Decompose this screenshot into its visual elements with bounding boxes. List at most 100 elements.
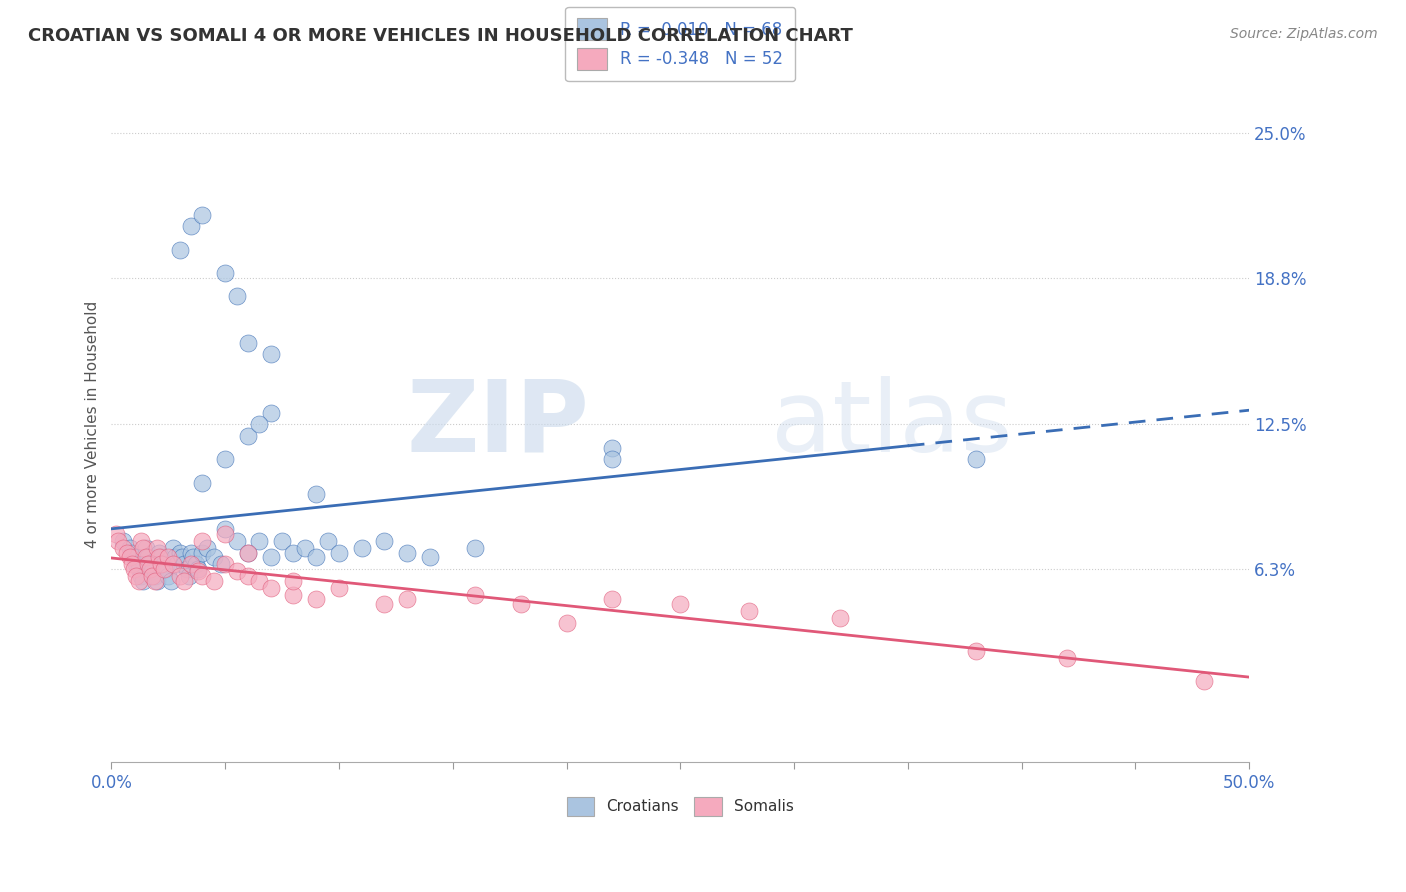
Point xyxy=(173,558,195,572)
Point xyxy=(350,541,373,555)
Point xyxy=(169,569,191,583)
Point xyxy=(191,569,214,583)
Point xyxy=(214,522,236,536)
Point xyxy=(129,533,152,548)
Point xyxy=(209,558,232,572)
Point xyxy=(122,562,145,576)
Point xyxy=(600,441,623,455)
Point xyxy=(260,406,283,420)
Point xyxy=(177,569,200,583)
Point xyxy=(118,550,141,565)
Point xyxy=(271,533,294,548)
Point xyxy=(236,546,259,560)
Point xyxy=(283,546,305,560)
Point xyxy=(117,546,139,560)
Point xyxy=(316,533,339,548)
Point xyxy=(128,562,150,576)
Point xyxy=(737,604,759,618)
Point xyxy=(162,541,184,555)
Point xyxy=(419,550,441,565)
Point xyxy=(328,546,350,560)
Point xyxy=(305,592,328,607)
Point xyxy=(150,558,173,572)
Point xyxy=(111,541,134,555)
Point xyxy=(202,574,225,588)
Point xyxy=(141,569,163,583)
Point xyxy=(155,562,177,576)
Point xyxy=(152,562,174,576)
Point xyxy=(132,574,155,588)
Point xyxy=(191,208,214,222)
Point xyxy=(191,546,214,560)
Point xyxy=(373,597,395,611)
Point xyxy=(128,574,150,588)
Point xyxy=(464,541,486,555)
Point xyxy=(1056,650,1078,665)
Point xyxy=(121,558,143,572)
Point xyxy=(159,574,181,588)
Point xyxy=(965,452,987,467)
Point xyxy=(136,558,159,572)
Point xyxy=(555,615,578,630)
Point xyxy=(143,574,166,588)
Point xyxy=(165,550,187,565)
Point xyxy=(157,550,180,565)
Point xyxy=(396,546,419,560)
Point xyxy=(214,452,236,467)
Point xyxy=(247,417,270,432)
Point xyxy=(1192,673,1215,688)
Point xyxy=(180,219,202,234)
Point xyxy=(260,550,283,565)
Point xyxy=(141,564,163,578)
Point xyxy=(132,541,155,555)
Point xyxy=(162,558,184,572)
Point xyxy=(236,569,259,583)
Text: atlas: atlas xyxy=(772,376,1012,473)
Point xyxy=(180,546,202,560)
Point xyxy=(118,541,141,555)
Point xyxy=(328,581,350,595)
Text: Source: ZipAtlas.com: Source: ZipAtlas.com xyxy=(1230,27,1378,41)
Point xyxy=(260,347,283,361)
Text: ZIP: ZIP xyxy=(406,376,589,473)
Y-axis label: 4 or more Vehicles in Household: 4 or more Vehicles in Household xyxy=(86,301,100,548)
Point xyxy=(157,569,180,583)
Point xyxy=(135,550,157,565)
Point xyxy=(396,592,419,607)
Point xyxy=(305,550,328,565)
Point xyxy=(373,533,395,548)
Point xyxy=(148,550,170,565)
Point xyxy=(129,569,152,583)
Point xyxy=(173,574,195,588)
Point xyxy=(236,429,259,443)
Point xyxy=(111,533,134,548)
Point xyxy=(184,558,207,572)
Point xyxy=(148,546,170,560)
Point xyxy=(283,588,305,602)
Point xyxy=(247,574,270,588)
Point xyxy=(107,533,129,548)
Point xyxy=(150,550,173,565)
Point xyxy=(191,533,214,548)
Point xyxy=(965,643,987,657)
Point xyxy=(104,527,127,541)
Point xyxy=(139,562,162,576)
Point xyxy=(146,574,169,588)
Point xyxy=(236,335,259,350)
Point xyxy=(225,564,247,578)
Point xyxy=(166,558,188,572)
Point xyxy=(600,592,623,607)
Point xyxy=(152,558,174,572)
Legend: Croatians, Somalis: Croatians, Somalis xyxy=(561,790,800,822)
Point xyxy=(191,475,214,490)
Point xyxy=(214,527,236,541)
Point xyxy=(135,541,157,555)
Point xyxy=(225,533,247,548)
Point xyxy=(669,597,692,611)
Point xyxy=(187,564,209,578)
Point xyxy=(125,569,148,583)
Point xyxy=(180,558,202,572)
Point xyxy=(146,541,169,555)
Point xyxy=(187,562,209,576)
Point xyxy=(305,487,328,501)
